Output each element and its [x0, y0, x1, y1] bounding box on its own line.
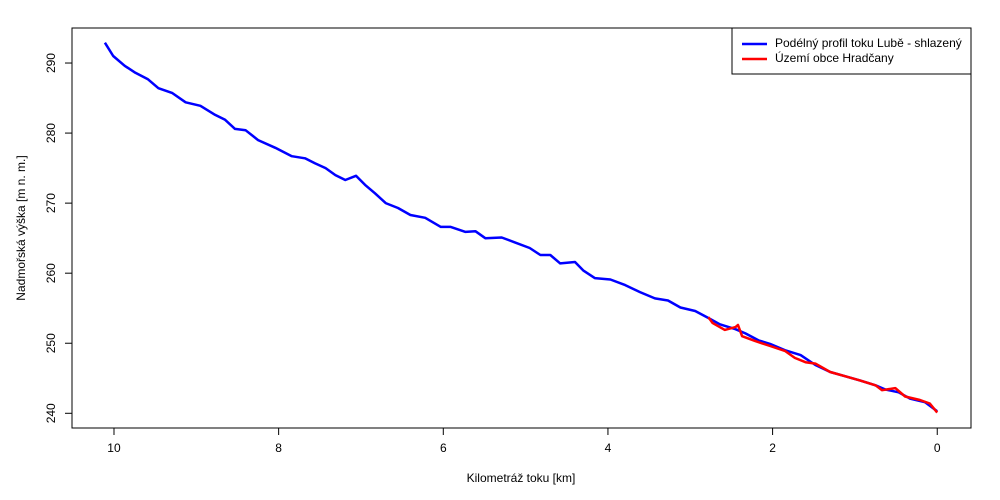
legend-box [731, 27, 972, 75]
y-tick-label: 240 [44, 403, 58, 423]
data-line [707, 316, 939, 414]
plot-frame [71, 27, 972, 429]
x-tick-label: 4 [605, 441, 612, 455]
x-tick-label: 6 [440, 441, 447, 455]
y-tick-label: 270 [44, 193, 58, 213]
y-tick-label: 280 [44, 123, 58, 143]
x-tick-label: 2 [769, 441, 776, 455]
y-tick-label: 250 [44, 333, 58, 353]
data-line [103, 42, 938, 413]
x-tick-label: 10 [107, 441, 121, 455]
y-axis-label: Nadmořská výška [m n. m.] [14, 155, 28, 300]
y-tick-label: 260 [44, 263, 58, 283]
x-tick-label: 8 [275, 441, 282, 455]
legend-label: Podélný profil toku Lubě - shlazený [775, 36, 962, 50]
x-axis-label: Kilometráž toku [km] [467, 471, 576, 485]
x-tick-label: 0 [934, 441, 941, 455]
legend-label: Území obce Hradčany [775, 50, 894, 65]
y-tick-label: 290 [44, 53, 58, 73]
